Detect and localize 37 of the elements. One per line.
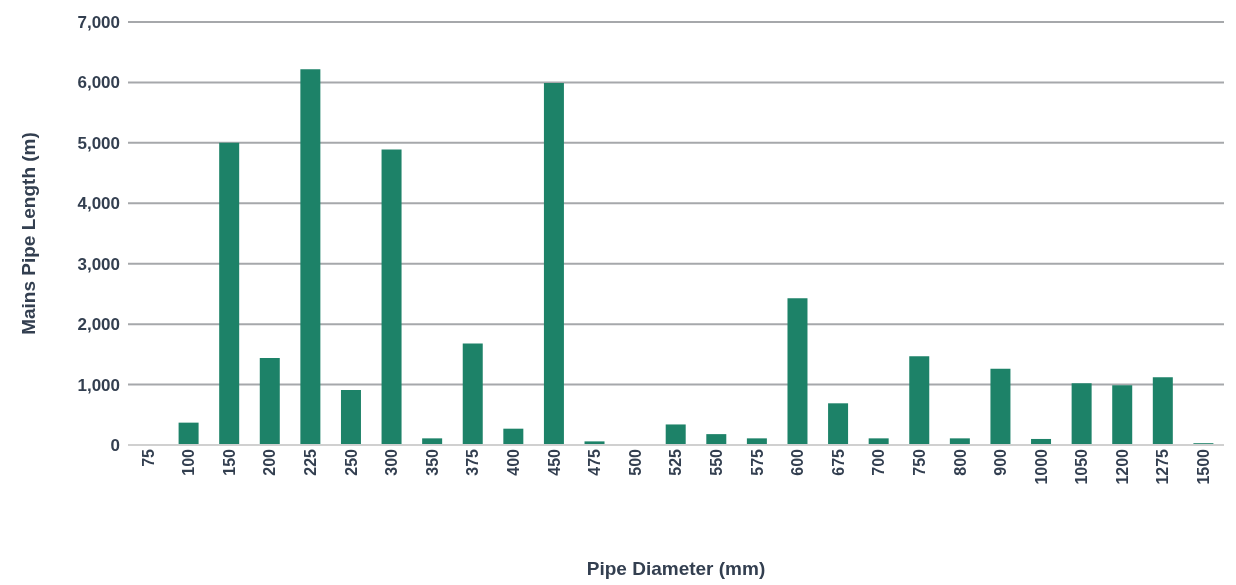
x-tick-label: 1200: [1113, 448, 1131, 485]
x-tick-label: 300: [383, 448, 401, 476]
x-tick-label: 750: [910, 448, 928, 476]
x-tick-label: 75: [139, 448, 157, 467]
x-tick-label: 600: [789, 448, 807, 476]
x-tick-label: 550: [707, 448, 725, 476]
x-tick-label: 700: [870, 448, 888, 476]
y-tick-label: 3,000: [77, 254, 120, 274]
x-tick-label: 225: [302, 448, 320, 476]
x-tick-label: 1500: [1195, 448, 1213, 485]
x-tick-label: 1050: [1073, 448, 1091, 485]
y-axis-title: Mains Pipe Length (m): [17, 132, 39, 335]
x-tick-label: 150: [220, 448, 238, 476]
x-tick-label: 475: [586, 448, 604, 476]
y-tick-label: 7,000: [77, 13, 120, 33]
x-tick-label: 675: [829, 448, 847, 476]
x-tick-label: 100: [180, 448, 198, 476]
y-tick-label: 4,000: [77, 194, 120, 214]
x-tick-label: 450: [545, 448, 563, 476]
x-tick-label: 575: [748, 448, 766, 476]
y-tick-label: 2,000: [77, 315, 120, 335]
x-tick-label: 250: [342, 448, 360, 476]
x-tick-label: 900: [992, 448, 1010, 476]
x-tick-label: 375: [464, 448, 482, 476]
x-tick-label: 800: [951, 448, 969, 476]
y-tick-label: 5,000: [77, 133, 120, 153]
y-tick-label: 1,000: [77, 375, 120, 395]
y-tick-label: 6,000: [77, 73, 120, 93]
x-tick-label: 350: [423, 448, 441, 476]
x-tick-label: 1275: [1154, 448, 1172, 485]
x-tick-label: 500: [626, 448, 644, 476]
x-tick-label: 400: [504, 448, 522, 476]
x-tick-label: 525: [667, 448, 685, 476]
y-tick-label: 0: [110, 436, 120, 456]
x-axis-title: Pipe Diameter (mm): [586, 558, 766, 579]
x-tick-label: 200: [261, 448, 279, 476]
x-tick-label: 1000: [1032, 448, 1050, 485]
